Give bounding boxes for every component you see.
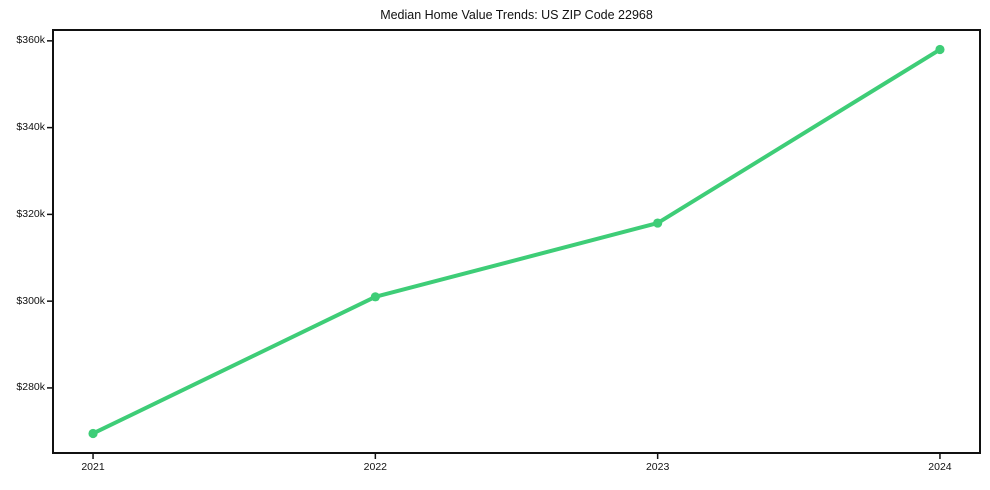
data-point-marker <box>653 218 663 228</box>
y-tick-label: $340k <box>16 121 45 134</box>
x-tick-label: 2021 <box>81 461 105 473</box>
x-tick-label: 2024 <box>928 461 952 473</box>
y-tick-label: $320k <box>16 207 45 220</box>
data-point-marker <box>935 44 945 55</box>
plot-frame <box>52 29 981 454</box>
chart-title: Median Home Value Trends: US ZIP Code 22… <box>380 8 653 22</box>
y-tick-label: $360k <box>16 34 45 47</box>
data-point-marker <box>88 428 98 439</box>
data-point-marker <box>370 292 380 302</box>
x-tick-label: 2023 <box>645 461 670 473</box>
x-tick-label: 2022 <box>363 461 388 473</box>
trend-line <box>91 47 942 436</box>
y-tick-label: $280k <box>16 381 45 394</box>
y-tick-label: $300k <box>16 294 45 307</box>
